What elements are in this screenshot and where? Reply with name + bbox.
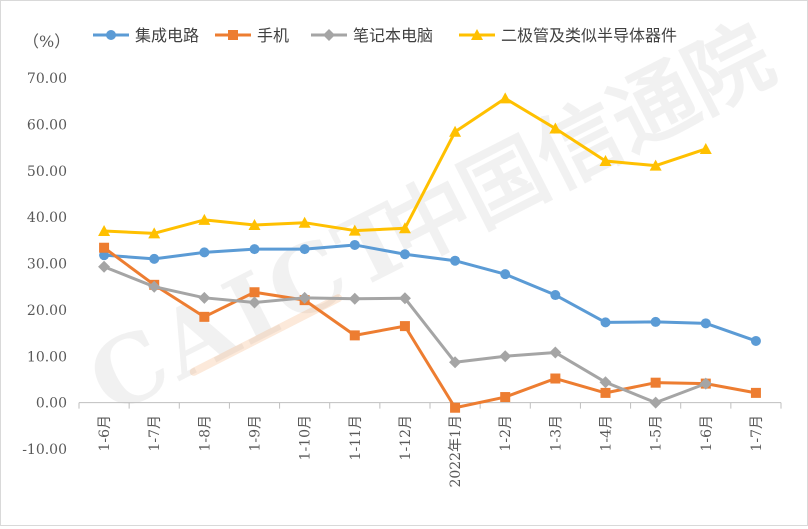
data-point-square xyxy=(750,387,761,398)
data-point-triangle xyxy=(348,224,361,236)
data-point-triangle xyxy=(148,227,161,239)
y-tick-label: 30.00 xyxy=(27,257,67,273)
data-point-circle xyxy=(600,317,611,328)
data-point-triangle xyxy=(549,122,562,134)
data-point-circle xyxy=(199,247,210,258)
data-point-circle xyxy=(650,316,661,327)
x-axis: 1-6月 1-7月 1-8月 1-9月 1-10月 1-11月 1-12月 2022年1月 1-… xyxy=(78,402,782,488)
legend-label: 手机 xyxy=(257,26,289,45)
data-point-triangle xyxy=(98,225,111,237)
y-unit-label: （%） xyxy=(23,32,70,51)
data-point-triangle xyxy=(198,213,211,225)
data-point-diamond xyxy=(499,350,512,363)
data-point-diamond xyxy=(198,291,211,304)
x-tick-label: 1-6月 xyxy=(97,415,113,452)
data-point-triangle xyxy=(248,219,261,231)
series-diamond xyxy=(98,260,712,409)
data-point-diamond xyxy=(298,291,311,304)
data-point-diamond xyxy=(649,396,662,409)
data-point-square xyxy=(249,287,260,298)
watermark-swoosh xyxy=(189,294,343,376)
legend-item: 笔记本电脑 xyxy=(311,26,433,45)
data-point-circle xyxy=(550,290,561,301)
data-point-diamond xyxy=(449,356,462,369)
data-point-square xyxy=(500,392,511,403)
data-point-square xyxy=(399,321,410,332)
y-tick-label: 0.00 xyxy=(36,396,67,412)
data-point-diamond xyxy=(148,280,161,293)
data-point-circle xyxy=(106,30,116,40)
x-tick-label: 1-3月 xyxy=(548,415,564,452)
x-tick-label: 1-6月 xyxy=(699,415,715,452)
y-tick-label: 50.00 xyxy=(27,164,67,180)
data-point-triangle xyxy=(298,216,311,228)
series-circle xyxy=(99,239,761,346)
svg-text:CAICT: CAICT xyxy=(72,181,432,436)
data-point-square xyxy=(450,402,461,413)
data-point-circle xyxy=(149,253,160,264)
data-point-circle xyxy=(700,318,711,329)
data-point-circle xyxy=(249,244,260,255)
data-point-square xyxy=(600,387,611,398)
data-point-square xyxy=(228,30,238,40)
series-triangle xyxy=(98,92,712,239)
y-tick-label: 10.00 xyxy=(27,349,67,365)
data-point-triangle xyxy=(499,92,512,104)
legend: 集成电路 手机 笔记本电脑 二极管及类似半导体器件 xyxy=(93,26,677,45)
data-point-diamond xyxy=(699,377,712,390)
legend-item: 手机 xyxy=(215,26,289,45)
legend-item: 集成电路 xyxy=(93,26,199,45)
x-tick-label: 1-7月 xyxy=(147,415,163,452)
series-layer xyxy=(98,92,761,413)
data-point-triangle xyxy=(599,155,612,167)
data-point-triangle xyxy=(398,222,411,234)
legend-label: 笔记本电脑 xyxy=(353,26,433,45)
x-tick-label: 1-11月 xyxy=(348,415,364,460)
series-line xyxy=(103,246,757,410)
data-point-diamond xyxy=(549,346,562,359)
y-tick-label: 70.00 xyxy=(27,71,67,87)
y-axis: -10.00 0.00 10.00 20.00 30.00 40.00 50.00 60.00… xyxy=(22,71,67,458)
data-point-circle xyxy=(750,335,761,346)
data-point-square xyxy=(550,373,561,384)
data-point-diamond xyxy=(398,292,411,305)
data-point-diamond xyxy=(98,260,111,273)
data-point-diamond xyxy=(599,376,612,389)
x-tick-label: 1-2月 xyxy=(498,415,514,452)
data-point-square xyxy=(650,377,661,388)
data-point-circle xyxy=(450,255,461,266)
data-point-triangle xyxy=(449,125,462,137)
x-tick-label: 1-7月 xyxy=(749,415,765,452)
data-point-square xyxy=(199,311,210,322)
data-point-circle xyxy=(349,239,360,250)
x-tick-label: 1-8月 xyxy=(197,415,213,452)
x-tick-label: 1-10月 xyxy=(298,415,314,460)
x-tick-label: 1-9月 xyxy=(248,415,264,452)
data-point-square xyxy=(99,242,110,253)
data-point-square xyxy=(349,330,360,341)
y-tick-label: -10.00 xyxy=(22,442,67,458)
data-point-triangle xyxy=(471,29,483,40)
x-tick-label: 1-4月 xyxy=(599,415,615,452)
data-point-triangle xyxy=(699,142,712,154)
data-point-circle xyxy=(299,244,310,255)
data-point-diamond xyxy=(248,296,261,309)
data-point-circle xyxy=(500,269,511,280)
data-point-triangle xyxy=(649,159,662,171)
legend-label: 二极管及类似半导体器件 xyxy=(501,26,677,45)
data-point-diamond xyxy=(323,29,335,41)
data-point-circle xyxy=(399,249,410,260)
data-point-diamond xyxy=(348,292,361,305)
x-tick-label: 2022年1月 xyxy=(448,415,464,488)
legend-item: 二极管及类似半导体器件 xyxy=(459,26,677,45)
x-tick-label: 1-5月 xyxy=(649,415,665,452)
legend-label: 集成电路 xyxy=(135,26,199,45)
y-tick-label: 40.00 xyxy=(27,210,67,226)
series-line xyxy=(103,243,757,343)
y-tick-label: 20.00 xyxy=(27,303,67,319)
x-tick-label: 1-12月 xyxy=(398,415,414,460)
y-tick-label: 60.00 xyxy=(27,117,67,133)
